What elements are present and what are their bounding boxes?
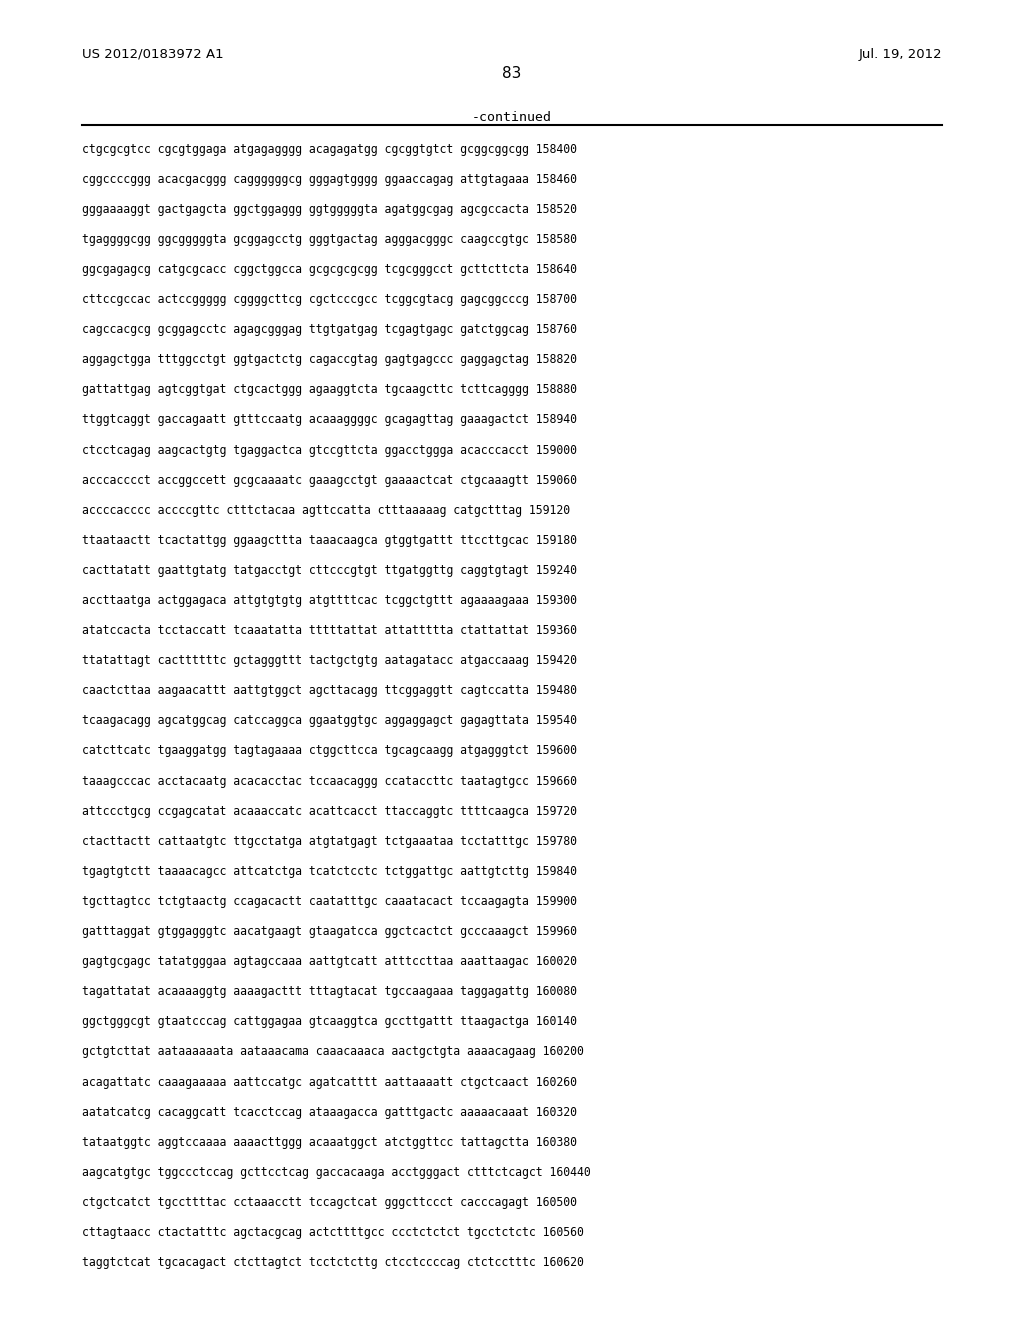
Text: cttagtaacc ctactatttc agctacgcag actcttttgcc ccctctctct tgcctctctc 160560: cttagtaacc ctactatttc agctacgcag actcttt… [82,1226,584,1239]
Text: caactcttaa aagaacattt aattgtggct agcttacagg ttcggaggtt cagtccatta 159480: caactcttaa aagaacattt aattgtggct agcttac… [82,684,577,697]
Text: cggccccggg acacgacggg caggggggcg gggagtgggg ggaaccagag attgtagaaa 158460: cggccccggg acacgacggg caggggggcg gggagtg… [82,173,577,186]
Text: atatccacta tcctaccatt tcaaatatta tttttattat attattttta ctattattat 159360: atatccacta tcctaccatt tcaaatatta tttttat… [82,624,577,638]
Text: gatttaggat gtggagggtc aacatgaagt gtaagatcca ggctcactct gcccaaagct 159960: gatttaggat gtggagggtc aacatgaagt gtaagat… [82,925,577,939]
Text: tataatggtc aggtccaaaa aaaacttggg acaaatggct atctggttcc tattagctta 160380: tataatggtc aggtccaaaa aaaacttggg acaaatg… [82,1135,577,1148]
Text: tgaggggcgg ggcgggggta gcggagcctg gggtgactag agggacgggc caagccgtgc 158580: tgaggggcgg ggcgggggta gcggagcctg gggtgac… [82,232,577,246]
Text: gagtgcgagc tatatgggaa agtagccaaa aattgtcatt atttccttaa aaattaagac 160020: gagtgcgagc tatatgggaa agtagccaaa aattgtc… [82,956,577,968]
Text: aggagctgga tttggcctgt ggtgactctg cagaccgtag gagtgagccc gaggagctag 158820: aggagctgga tttggcctgt ggtgactctg cagaccg… [82,354,577,366]
Text: cacttatatt gaattgtatg tatgacctgt cttcccgtgt ttgatggttg caggtgtagt 159240: cacttatatt gaattgtatg tatgacctgt cttcccg… [82,564,577,577]
Text: aagcatgtgc tggccctccag gcttcctcag gaccacaaga acctgggact ctttctcagct 160440: aagcatgtgc tggccctccag gcttcctcag gaccac… [82,1166,591,1179]
Text: acccacccct accggccett gcgcaaaatc gaaagcctgt gaaaactcat ctgcaaagtt 159060: acccacccct accggccett gcgcaaaatc gaaagcc… [82,474,577,487]
Text: accccacccc accccgttc ctttctacaa agttccatta ctttaaaaag catgctttag 159120: accccacccc accccgttc ctttctacaa agttccat… [82,504,570,516]
Text: ggctgggcgt gtaatcccag cattggagaa gtcaaggtca gccttgattt ttaagactga 160140: ggctgggcgt gtaatcccag cattggagaa gtcaagg… [82,1015,577,1028]
Text: cttccgccac actccggggg cggggcttcg cgctcccgcc tcggcgtacg gagcggcccg 158700: cttccgccac actccggggg cggggcttcg cgctccc… [82,293,577,306]
Text: gctgtcttat aataaaaaata aataaacama caaacaaaca aactgctgta aaaacagaag 160200: gctgtcttat aataaaaaata aataaacama caaaca… [82,1045,584,1059]
Text: tgagtgtctt taaaacagcc attcatctga tcatctcctc tctggattgc aattgtcttg 159840: tgagtgtctt taaaacagcc attcatctga tcatctc… [82,865,577,878]
Text: -continued: -continued [472,111,552,124]
Text: ttaataactt tcactattgg ggaagcttta taaacaagca gtggtgattt ttccttgcac 159180: ttaataactt tcactattgg ggaagcttta taaacaa… [82,533,577,546]
Text: attccctgcg ccgagcatat acaaaccatc acattcacct ttaccaggtc ttttcaagca 159720: attccctgcg ccgagcatat acaaaccatc acattca… [82,805,577,817]
Text: ctacttactt cattaatgtc ttgcctatga atgtatgagt tctgaaataa tcctatttgc 159780: ctacttactt cattaatgtc ttgcctatga atgtatg… [82,834,577,847]
Text: ttggtcaggt gaccagaatt gtttccaatg acaaaggggc gcagagttag gaaagactct 158940: ttggtcaggt gaccagaatt gtttccaatg acaaagg… [82,413,577,426]
Text: acagattatc caaagaaaaa aattccatgc agatcatttt aattaaaatt ctgctcaact 160260: acagattatc caaagaaaaa aattccatgc agatcat… [82,1076,577,1089]
Text: gattattgag agtcggtgat ctgcactggg agaaggtcta tgcaagcttc tcttcagggg 158880: gattattgag agtcggtgat ctgcactggg agaaggt… [82,383,577,396]
Text: US 2012/0183972 A1: US 2012/0183972 A1 [82,48,223,61]
Text: tcaagacagg agcatggcag catccaggca ggaatggtgc aggaggagct gagagttata 159540: tcaagacagg agcatggcag catccaggca ggaatgg… [82,714,577,727]
Text: taaagcccac acctacaatg acacacctac tccaacaggg ccataccttc taatagtgcc 159660: taaagcccac acctacaatg acacacctac tccaaca… [82,775,577,788]
Text: ctgctcatct tgccttttac cctaaacctt tccagctcat gggcttccct cacccagagt 160500: ctgctcatct tgccttttac cctaaacctt tccagct… [82,1196,577,1209]
Text: aatatcatcg cacaggcatt tcacctccag ataaagacca gatttgactc aaaaacaaat 160320: aatatcatcg cacaggcatt tcacctccag ataaaga… [82,1106,577,1118]
Text: taggtctcat tgcacagact ctcttagtct tcctctcttg ctcctccccag ctctcctttc 160620: taggtctcat tgcacagact ctcttagtct tcctctc… [82,1257,584,1269]
Text: cagccacgcg gcggagcctc agagcgggag ttgtgatgag tcgagtgagc gatctggcag 158760: cagccacgcg gcggagcctc agagcgggag ttgtgat… [82,323,577,337]
Text: catcttcatc tgaaggatgg tagtagaaaa ctggcttcca tgcagcaagg atgagggtct 159600: catcttcatc tgaaggatgg tagtagaaaa ctggctt… [82,744,577,758]
Text: 83: 83 [503,66,521,81]
Text: Jul. 19, 2012: Jul. 19, 2012 [858,48,942,61]
Text: gggaaaaggt gactgagcta ggctggaggg ggtgggggta agatggcgag agcgccacta 158520: gggaaaaggt gactgagcta ggctggaggg ggtgggg… [82,203,577,215]
Text: ggcgagagcg catgcgcacc cggctggcca gcgcgcgcgg tcgcgggcct gcttcttcta 158640: ggcgagagcg catgcgcacc cggctggcca gcgcgcg… [82,263,577,276]
Text: tgcttagtcc tctgtaactg ccagacactt caatatttgc caaatacact tccaagagta 159900: tgcttagtcc tctgtaactg ccagacactt caatatt… [82,895,577,908]
Text: ttatattagt cacttttttc gctagggttt tactgctgtg aatagatacc atgaccaaag 159420: ttatattagt cacttttttc gctagggttt tactgct… [82,655,577,667]
Text: tagattatat acaaaaggtg aaaagacttt tttagtacat tgccaagaaa taggagattg 160080: tagattatat acaaaaggtg aaaagacttt tttagta… [82,985,577,998]
Text: accttaatga actggagaca attgtgtgtg atgttttcac tcggctgttt agaaaagaaa 159300: accttaatga actggagaca attgtgtgtg atgtttt… [82,594,577,607]
Text: ctcctcagag aagcactgtg tgaggactca gtccgttcta ggacctggga acacccacct 159000: ctcctcagag aagcactgtg tgaggactca gtccgtt… [82,444,577,457]
Text: ctgcgcgtcc cgcgtggaga atgagagggg acagagatgg cgcggtgtct gcggcggcgg 158400: ctgcgcgtcc cgcgtggaga atgagagggg acagaga… [82,143,577,156]
